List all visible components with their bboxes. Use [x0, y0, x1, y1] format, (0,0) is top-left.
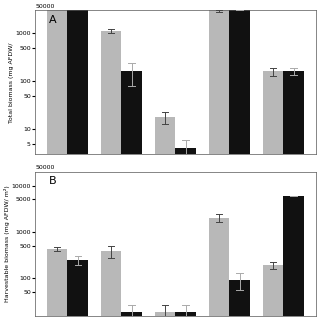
Text: A: A — [49, 15, 57, 25]
Text: 50000: 50000 — [35, 165, 54, 170]
Bar — [122, 312, 142, 320]
Bar — [263, 71, 284, 320]
Bar — [68, 10, 88, 320]
Bar — [209, 10, 229, 320]
Bar — [284, 71, 304, 320]
Bar — [263, 265, 284, 320]
Bar — [47, 10, 68, 320]
Bar — [229, 280, 250, 320]
Bar — [229, 10, 250, 320]
Bar — [175, 312, 196, 320]
Bar — [284, 196, 304, 320]
Bar — [122, 71, 142, 320]
Bar — [101, 251, 122, 320]
Bar — [155, 117, 175, 320]
Text: B: B — [49, 176, 57, 186]
Bar — [101, 31, 122, 320]
Y-axis label: Total biomass (mg AFDW/: Total biomass (mg AFDW/ — [9, 42, 14, 123]
Text: 50000: 50000 — [35, 4, 54, 9]
Bar — [47, 249, 68, 320]
Bar — [209, 218, 229, 320]
Y-axis label: Harvestable biomass (mg AFDW/ m²): Harvestable biomass (mg AFDW/ m²) — [4, 185, 10, 302]
Bar — [68, 260, 88, 320]
Bar — [155, 312, 175, 320]
Bar — [175, 148, 196, 320]
